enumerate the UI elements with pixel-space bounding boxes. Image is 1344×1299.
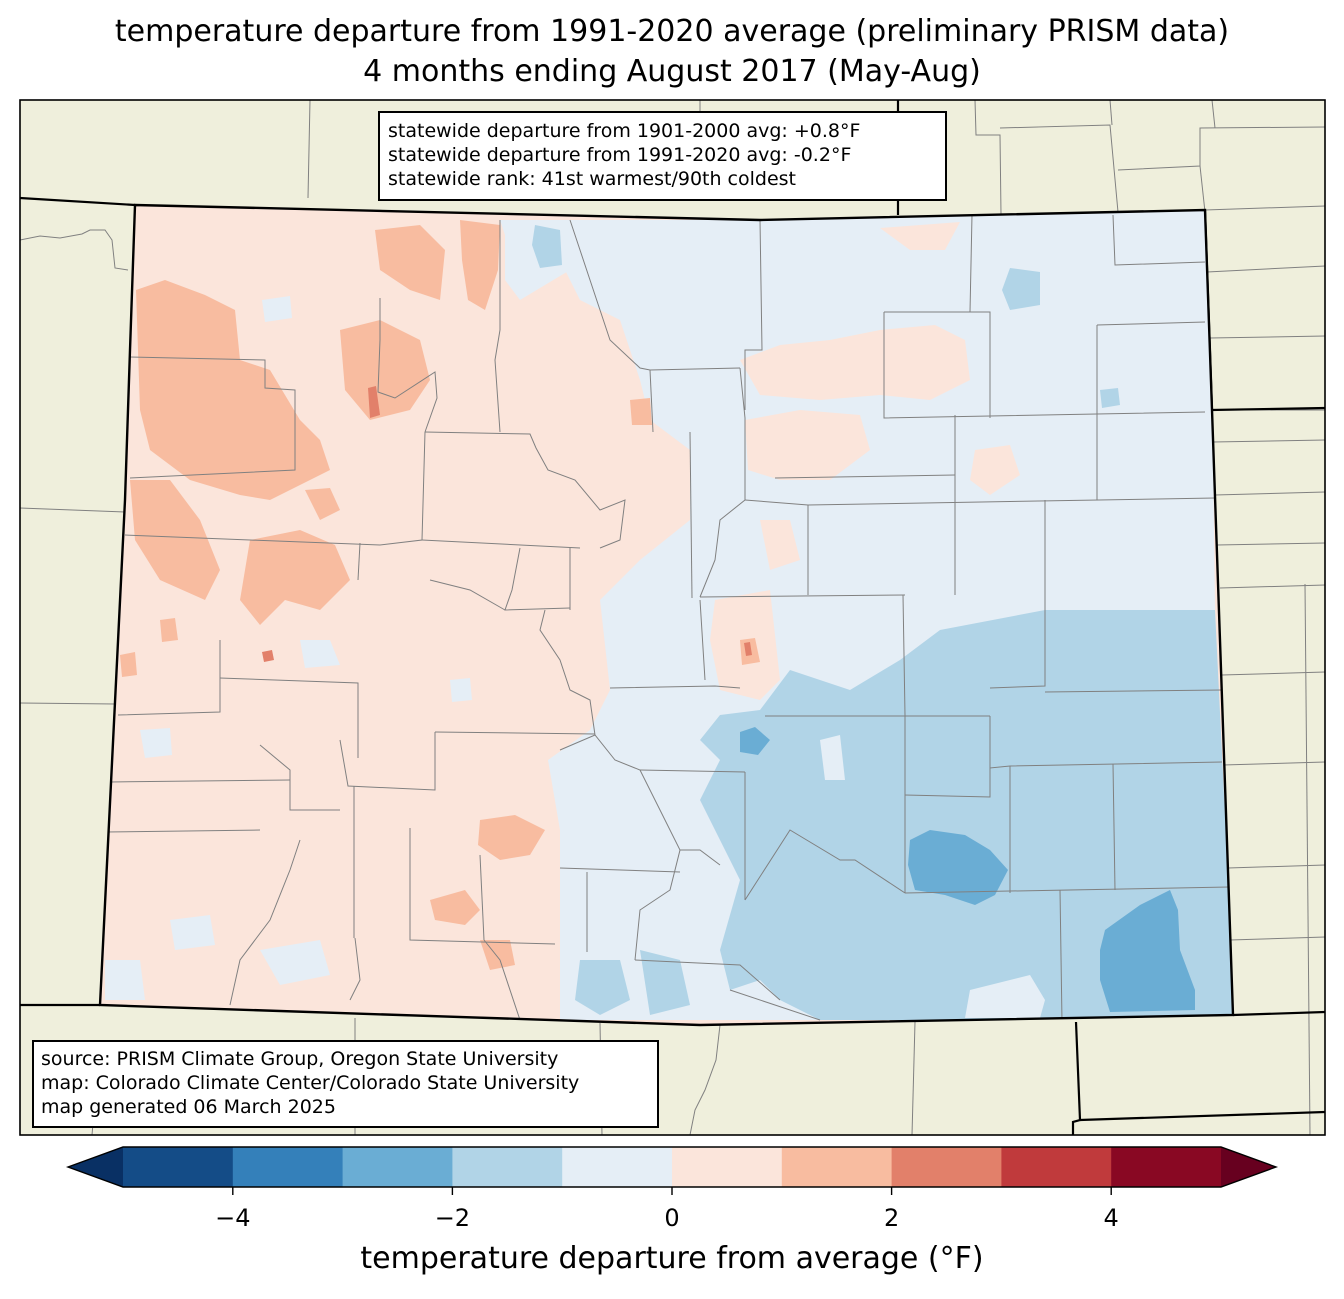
colorbar-bin-8: [1001, 1147, 1112, 1187]
colorbar-bin-0: [123, 1147, 234, 1187]
colorbar-bin-3: [452, 1147, 563, 1187]
colorbar-under-arrow: [68, 1147, 123, 1187]
colorbar-bin-1: [232, 1147, 344, 1187]
neighbor-county-lines: [20, 100, 1325, 1135]
colorbar-bin-5: [672, 1147, 783, 1187]
colorbar-tick-label-2: 0: [664, 1204, 680, 1232]
map-frame: [19, 99, 1326, 1136]
colorbar-bin-9: [1111, 1147, 1222, 1187]
colorbar-bin-2: [342, 1147, 453, 1187]
colorbar-bin-7: [891, 1147, 1002, 1187]
map-title-line1: temperature departure from 1991-2020 ave…: [114, 14, 1230, 49]
colorbar-bin-6: [781, 1147, 893, 1187]
county-lines: [104, 214, 1231, 1023]
colorbar-tick-label-3: 2: [883, 1204, 900, 1232]
colorbar-tick-label-4: 4: [1103, 1204, 1119, 1232]
statewide-stats-box: statewide departure from 1901-2000 avg: …: [378, 111, 947, 201]
stats-line-2: statewide departure from 1991-2020 avg: …: [388, 144, 852, 166]
source-box: source: PRISM Climate Group, Oregon Stat…: [32, 1040, 659, 1128]
stats-line-1: statewide departure from 1901-2000 avg: …: [388, 120, 861, 142]
colorbar-tick-label-1: −2: [434, 1204, 471, 1232]
colorbar-bin-4: [562, 1147, 673, 1187]
colorbar-title: temperature departure from average (°F): [360, 1241, 984, 1276]
colorbar-over-arrow: [1221, 1147, 1276, 1187]
temperature-departure-field: [100, 205, 1233, 1025]
source-line-2: map: Colorado Climate Center/Colorado St…: [41, 1072, 580, 1094]
source-line-1: source: PRISM Climate Group, Oregon Stat…: [41, 1048, 559, 1070]
stats-line-3: statewide rank: 41st warmest/90th coldes…: [388, 168, 797, 190]
source-line-3: map generated 06 March 2025: [41, 1096, 336, 1118]
map-title-line2: 4 months ending August 2017 (May-Aug): [363, 54, 981, 89]
colorado-border: [98, 203, 1235, 1027]
colorbar: [65, 1146, 1279, 1195]
colorbar-tick-label-0: −4: [215, 1204, 251, 1232]
colorbar-outline: [65, 1146, 1279, 1188]
